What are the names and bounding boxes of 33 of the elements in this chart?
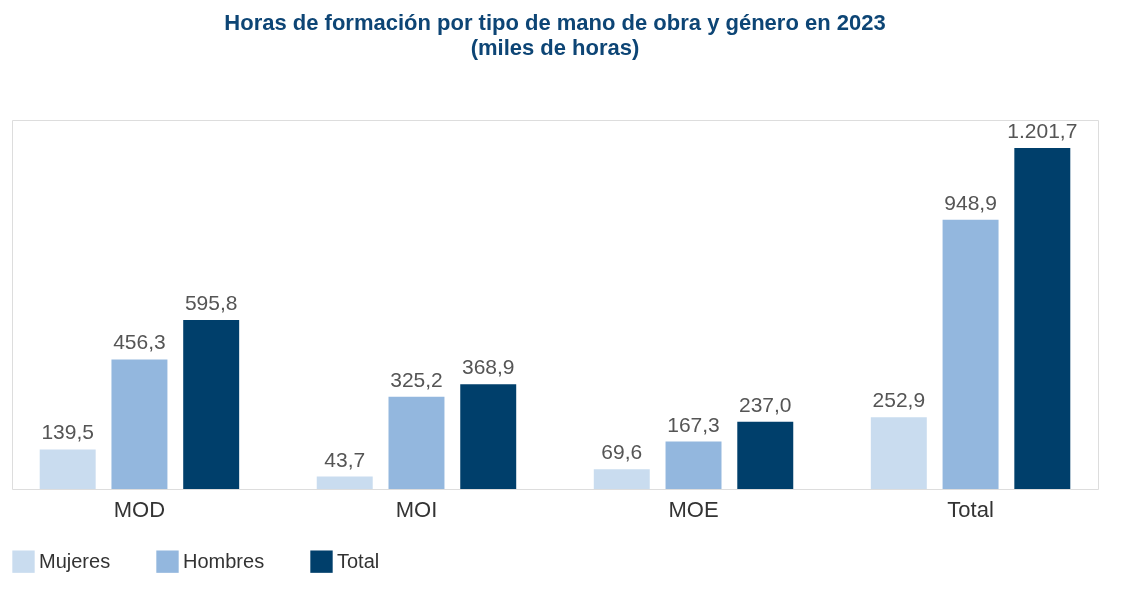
bar	[39, 449, 96, 489]
bar	[1014, 147, 1071, 489]
legend-label: Hombres	[183, 549, 265, 572]
bar	[183, 319, 240, 489]
data-label: 237,0	[738, 392, 792, 416]
legend-label: Total	[337, 549, 380, 572]
chart-subtitle: (miles de horas)	[470, 35, 640, 60]
x-tick-label: MOI	[395, 496, 438, 522]
data-label: 1.201,7	[1007, 118, 1078, 142]
legend-label: Mujeres	[39, 549, 111, 572]
bar	[460, 384, 517, 489]
data-label: 595,8	[184, 290, 238, 314]
data-label: 139,5	[41, 420, 94, 444]
x-tick-label: MOE	[668, 496, 719, 522]
chart-title: Horas de formación por tipo de mano de obra y género en 2023	[224, 10, 886, 35]
bar	[665, 441, 722, 489]
data-label: 69,6	[601, 440, 643, 464]
data-label: 167,3	[667, 412, 720, 436]
bar	[593, 469, 650, 489]
data-label: 252,9	[872, 388, 926, 412]
data-label: 368,9	[461, 355, 515, 379]
data-label: 456,3	[113, 330, 166, 354]
data-label: 325,2	[390, 367, 443, 391]
x-tick-label: Total	[947, 496, 994, 522]
bar	[111, 359, 168, 489]
bar	[316, 476, 373, 489]
bar	[942, 219, 999, 489]
bar	[870, 417, 927, 489]
x-tick-label: MOD	[113, 496, 166, 522]
bar	[388, 396, 445, 489]
bar	[737, 421, 794, 489]
data-label: 948,9	[944, 190, 997, 214]
data-label: 43,7	[324, 447, 366, 471]
